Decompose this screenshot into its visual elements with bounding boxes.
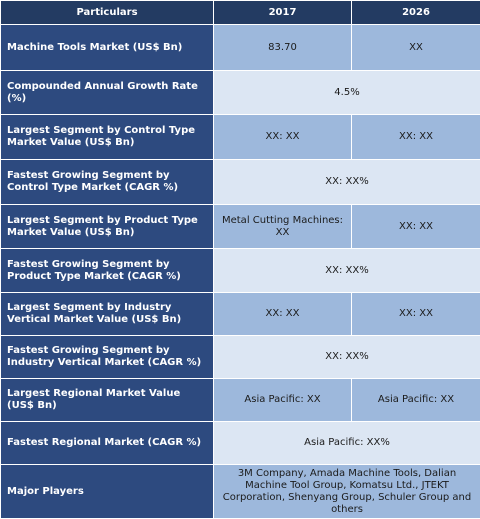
table-row: Fastest Growing Segment by Control Type … <box>1 160 480 205</box>
value-merged: XX: XX% <box>214 336 480 379</box>
row-label: Largest Segment by Control Type Market V… <box>1 115 214 160</box>
table-row: Largest Segment by Product Type Market V… <box>1 205 480 249</box>
value-2017: Metal Cutting Machines: XX <box>214 205 352 249</box>
value-2017: XX: XX <box>214 293 352 336</box>
row-label: Fastest Regional Market (CAGR %) <box>1 422 214 465</box>
value-2026: Asia Pacific: XX <box>352 379 480 422</box>
row-label: Machine Tools Market (US$ Bn) <box>1 25 214 71</box>
value-merged: XX: XX% <box>214 160 480 205</box>
value-2026: XX: XX <box>352 205 480 249</box>
row-label: Fastest Growing Segment by Product Type … <box>1 249 214 293</box>
table-row: Fastest Regional Market (CAGR %) Asia Pa… <box>1 422 480 465</box>
row-label: Fastest Growing Segment by Industry Vert… <box>1 336 214 379</box>
row-label: Largest Segment by Product Type Market V… <box>1 205 214 249</box>
major-players-list: 3M Company, Amada Machine Tools, Dalian … <box>214 465 480 519</box>
value-merged: XX: XX% <box>214 249 480 293</box>
value-2017: Asia Pacific: XX <box>214 379 352 422</box>
table-row: Largest Segment by Control Type Market V… <box>1 115 480 160</box>
value-2026: XX: XX <box>352 293 480 336</box>
value-merged: Asia Pacific: XX% <box>214 422 480 465</box>
row-label: Fastest Growing Segment by Control Type … <box>1 160 214 205</box>
row-label: Compounded Annual Growth Rate (%) <box>1 71 214 115</box>
table-row: Fastest Growing Segment by Industry Vert… <box>1 336 480 379</box>
header-year-2026: 2026 <box>352 1 480 25</box>
table-header-row: Particulars 2017 2026 <box>1 1 480 25</box>
row-label: Largest Regional Market Value (US$ Bn) <box>1 379 214 422</box>
value-2026: XX: XX <box>352 115 480 160</box>
value-2026: XX <box>352 25 480 71</box>
table-row: Machine Tools Market (US$ Bn) 83.70 XX <box>1 25 480 71</box>
header-particulars: Particulars <box>1 1 214 25</box>
table-row: Largest Regional Market Value (US$ Bn) A… <box>1 379 480 422</box>
value-merged: 4.5% <box>214 71 480 115</box>
value-2017: XX: XX <box>214 115 352 160</box>
table-row: Compounded Annual Growth Rate (%) 4.5% <box>1 71 480 115</box>
table-row: Major Players 3M Company, Amada Machine … <box>1 465 480 519</box>
table-row: Fastest Growing Segment by Product Type … <box>1 249 480 293</box>
value-2017: 83.70 <box>214 25 352 71</box>
header-year-2017: 2017 <box>214 1 352 25</box>
row-label: Largest Segment by Industry Vertical Mar… <box>1 293 214 336</box>
table-row: Largest Segment by Industry Vertical Mar… <box>1 293 480 336</box>
row-label: Major Players <box>1 465 214 519</box>
